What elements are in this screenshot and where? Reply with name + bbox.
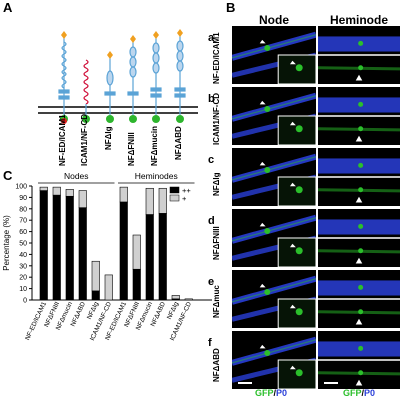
column-header-node: Node	[259, 13, 289, 27]
legend-swatch	[169, 194, 180, 202]
bar-strong	[119, 201, 128, 301]
bar-strong	[132, 268, 141, 301]
y-tick-label: 0	[23, 298, 27, 305]
bar-weak	[145, 187, 154, 215]
heminode-micrograph	[318, 209, 400, 267]
node-micrograph	[232, 26, 316, 84]
legend-swatch	[169, 186, 180, 194]
panel-label-b: B	[226, 0, 236, 15]
row-construct-label: ICAM1/NF-CD	[212, 93, 221, 145]
construct-nf-dmucin-diagram	[150, 38, 162, 123]
percentage-bar-chart: 0 10 20 30 40 50 60 70 80 90 100 Percentage (%) Node…	[2, 171, 212, 342]
bar-weak	[78, 190, 87, 208]
caption-separator: /	[361, 388, 365, 398]
bar-strong	[158, 213, 167, 301]
construct-nf-ed-icam1-diagram	[58, 38, 70, 124]
group-label: Heminodes	[135, 171, 178, 181]
heminode-micrograph	[318, 148, 400, 206]
construct-schematic	[38, 29, 198, 124]
construct-label: NF-ED/ICAM1	[58, 114, 67, 166]
heminode-micrograph	[318, 331, 400, 389]
gfp-label: GFP	[343, 388, 362, 398]
construct-label: NFΔABD	[174, 126, 183, 160]
bar-weak	[158, 187, 167, 214]
bar-strong	[91, 290, 100, 301]
tag-icon	[130, 35, 136, 43]
y-tick-label: 30	[19, 263, 27, 270]
bar-weak	[52, 186, 61, 196]
p0-label: P0	[364, 388, 376, 398]
group-label: Nodes	[64, 171, 89, 181]
y-tick-label: 70	[19, 218, 27, 225]
panel-label-c: C	[3, 168, 13, 183]
node-micrograph	[232, 209, 316, 267]
channel-caption-heminode: GFP/P0	[343, 388, 375, 398]
row-letter: d	[208, 215, 215, 227]
legend-label: ++	[182, 186, 191, 195]
heminode-micrograph	[318, 270, 400, 328]
bar-strong	[39, 190, 48, 301]
bar-strong	[65, 195, 74, 301]
tag-icon	[107, 51, 113, 59]
construct-icam1-nf-cd-diagram	[82, 59, 90, 123]
row-letter: f	[208, 337, 212, 349]
y-tick-label: 90	[19, 195, 27, 202]
bar-weak	[132, 234, 141, 270]
row-letter: b	[208, 93, 215, 105]
construct-label: NFΔFNIII	[127, 132, 136, 166]
construct-label: NFΔmucin	[150, 126, 159, 166]
construct-label: ICAM1/NF-CD	[80, 114, 89, 166]
bar-weak	[119, 186, 128, 203]
y-tick-label: 80	[19, 206, 27, 213]
node-micrograph	[232, 148, 316, 206]
bar-strong	[52, 194, 61, 301]
legend-label: +	[182, 194, 187, 203]
row-letter: a	[208, 32, 215, 44]
y-tick-label: 20	[19, 275, 27, 282]
y-tick-label: 10	[19, 286, 27, 293]
gfp-label: GFP	[255, 388, 274, 398]
node-micrograph	[232, 270, 316, 328]
row-letter: e	[208, 276, 215, 288]
node-micrograph	[232, 331, 316, 389]
bar-weak	[39, 186, 48, 191]
row-letter: c	[208, 154, 215, 166]
bar-weak	[65, 189, 74, 197]
bar-weak	[171, 295, 180, 300]
row-construct-label: NF-ED/ICAM1	[212, 32, 221, 84]
y-axis-title: Percentage (%)	[2, 215, 11, 271]
bar-weak	[91, 260, 100, 292]
bar-weak	[184, 298, 193, 301]
tag-icon	[153, 31, 159, 39]
bar-weak	[104, 274, 113, 301]
p0-label: P0	[276, 388, 288, 398]
construct-nf-dabd-diagram	[174, 36, 186, 123]
bar-strong	[145, 214, 154, 301]
tag-icon	[61, 31, 67, 39]
y-tick-label: 60	[19, 229, 27, 236]
y-tick-label: 40	[19, 252, 27, 259]
heminode-micrograph	[318, 87, 400, 145]
heminode-micrograph	[318, 26, 400, 84]
channel-caption-node: GFP/P0	[255, 388, 287, 398]
column-header-heminode: Heminode	[329, 13, 388, 27]
node-micrograph	[232, 87, 316, 145]
tag-icon	[177, 29, 183, 37]
construct-nf-dig-diagram	[104, 58, 116, 123]
y-tick-label: 50	[19, 241, 27, 248]
bar-strong	[78, 207, 87, 301]
construct-label: NFΔIg	[104, 126, 113, 150]
construct-nf-dfniii-diagram	[127, 42, 139, 123]
caption-separator: /	[273, 388, 277, 398]
y-tick-label: 100	[15, 184, 27, 191]
panel-label-a: A	[3, 0, 13, 15]
